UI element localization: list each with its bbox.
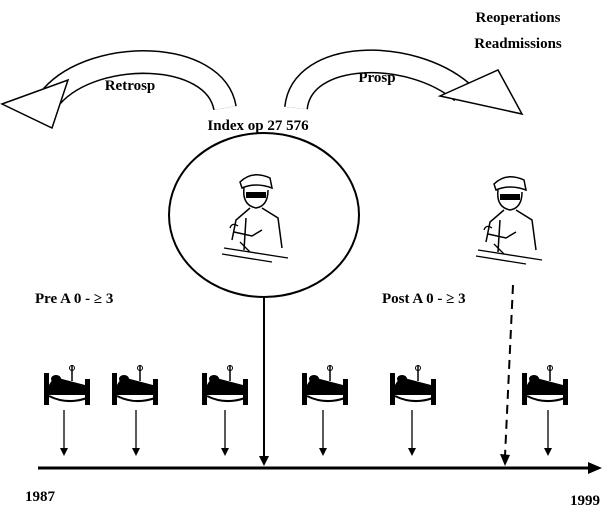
arrow-head: [132, 448, 140, 456]
pre-label: Pre A 0 - ≥ 3: [35, 291, 113, 307]
bed-icon: [43, 364, 91, 406]
dashed-line: [504, 284, 514, 457]
arrow-head: [408, 448, 416, 456]
arrow-body: [44, 51, 236, 111]
outcome-label: Readmissions: [474, 36, 562, 52]
surgeon-icon: [475, 176, 543, 265]
surgeon-icon: [221, 174, 289, 263]
bed-group: [43, 364, 569, 406]
outcome-label: Reoperations: [476, 10, 561, 26]
arrow-head: [259, 456, 269, 466]
index-circle: [168, 132, 360, 298]
index-op-label: Index op 27 576: [207, 118, 309, 134]
arrow-head: [319, 448, 327, 456]
arrow-head: [500, 454, 510, 466]
arrow-head: [0, 78, 70, 130]
end-year: 1999: [570, 493, 600, 509]
timeline-head: [588, 462, 602, 474]
post-label: Post A 0 - ≥ 3: [382, 291, 466, 307]
arrow-head: [544, 448, 552, 456]
retrosp-label: Retrosp: [105, 78, 156, 94]
prosp-label: Prosp: [358, 70, 395, 86]
arrow-body: [285, 51, 469, 111]
bed-arrow-heads: [60, 448, 552, 456]
bed-icon: [301, 364, 349, 406]
bed-arrows: [63, 410, 549, 450]
bed-icon: [521, 364, 569, 406]
start-year: 1987: [25, 489, 56, 505]
arrow-head: [221, 448, 229, 456]
bed-icon: [111, 364, 159, 406]
arrow-head: [437, 69, 524, 116]
bed-icon: [201, 364, 249, 406]
arrow-head: [60, 448, 68, 456]
bed-icon: [389, 364, 437, 406]
